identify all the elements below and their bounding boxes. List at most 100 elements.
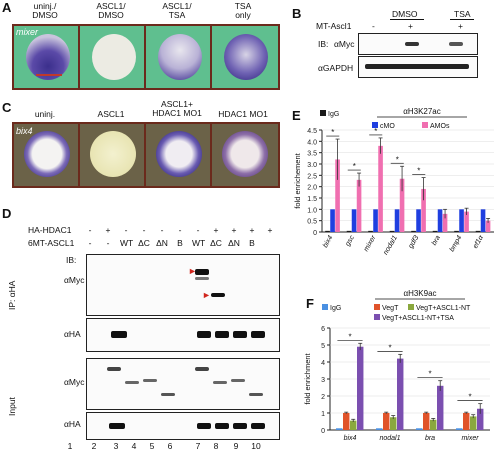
panel-a-gene-label: mixer bbox=[16, 27, 38, 37]
panel-d-row2-sign: ΔC bbox=[138, 238, 150, 248]
panel-f-chart: 0 1 2 3 4 5 6 * bix4 * nodal1 * bra * mixer fold enrich… bbox=[303, 289, 490, 442]
bar bbox=[350, 420, 357, 430]
panel-d-row1-sign: + bbox=[213, 225, 219, 235]
y-tick-label: 1 bbox=[321, 411, 325, 418]
bar bbox=[416, 209, 421, 232]
bar bbox=[464, 211, 469, 232]
y-tick-label: 0.5 bbox=[307, 219, 317, 226]
panel-d-lane-number: 4 bbox=[131, 441, 137, 451]
panel-d-ip-label: IP: αHA bbox=[7, 280, 17, 310]
category-label: nodal1 bbox=[382, 234, 399, 256]
panel-d-row2-sign: WT bbox=[120, 238, 134, 248]
significance-star: * bbox=[396, 155, 399, 164]
panel-c-embryo-strip bbox=[12, 122, 280, 188]
panel-d-row1-sign: - bbox=[88, 225, 92, 235]
legend-label: IgG bbox=[330, 305, 341, 312]
bar bbox=[454, 230, 459, 232]
panel-d-row2-sign: ΔN bbox=[228, 238, 240, 248]
panel-b-sign: + bbox=[458, 21, 463, 31]
bar bbox=[336, 428, 343, 430]
category-label: mixer bbox=[461, 435, 479, 442]
significance-star: * bbox=[348, 332, 351, 341]
category-label: ef1α bbox=[472, 234, 485, 250]
embryo-ascl1 bbox=[90, 131, 136, 177]
panel-e-chart: 0 0.5 1.0 1.5 2.0 2.5 3.0 3.5 4.0 4.5 * bix4 * gsc * mi… bbox=[293, 107, 494, 256]
bar bbox=[442, 213, 448, 232]
embryo-hdac1-mo1 bbox=[222, 131, 268, 177]
y-tick-label: 3.5 bbox=[307, 151, 317, 158]
panel-a-condition: uninj./ DMSO bbox=[32, 1, 58, 20]
bar bbox=[397, 358, 404, 430]
legend-label: IgG bbox=[328, 111, 339, 118]
panel-b-row-label: MT-Ascl1 bbox=[316, 21, 352, 31]
category-label: bmp4 bbox=[449, 234, 464, 253]
bar bbox=[346, 230, 352, 232]
bar bbox=[437, 209, 443, 232]
legend-label: VegT+ASCL1-NT+TSA bbox=[382, 315, 454, 322]
y-tick-label: 4.5 bbox=[307, 128, 317, 135]
bar bbox=[325, 230, 330, 232]
y-tick-label: 2.0 bbox=[307, 185, 317, 192]
panel-d-row1-sign: + bbox=[231, 225, 237, 235]
significance-star: * bbox=[331, 128, 334, 137]
bar bbox=[416, 428, 423, 430]
panel-d-lane-number: 3 bbox=[113, 441, 119, 451]
embryo-tsa-only bbox=[224, 34, 268, 80]
panel-d-lane-number: 5 bbox=[149, 441, 155, 451]
bar bbox=[459, 209, 464, 232]
bar bbox=[411, 230, 416, 232]
significance-star: * bbox=[353, 162, 356, 171]
panel-c-condition: ASCL1+ HDAC1 MO1 bbox=[152, 99, 202, 118]
legend-label: cMO bbox=[380, 123, 395, 130]
panel-d-ip-ha-blot bbox=[86, 318, 280, 352]
significance-star: * bbox=[374, 127, 377, 136]
y-axis-label: fold enrichement bbox=[293, 152, 302, 208]
bar bbox=[356, 179, 362, 232]
panel-d-row1-sign: - bbox=[196, 225, 200, 235]
bar bbox=[389, 230, 395, 232]
y-tick-label: 0 bbox=[313, 230, 317, 237]
panel-b-blot-myc bbox=[358, 33, 478, 55]
panel-c-condition: ASCL1 bbox=[97, 109, 125, 119]
y-tick-label: 2 bbox=[321, 394, 325, 401]
panel-d-lane-number: 1 bbox=[67, 441, 73, 451]
panel-label-a: A bbox=[2, 0, 12, 15]
category-label: gsc bbox=[344, 234, 356, 247]
panel-label-c: C bbox=[2, 100, 12, 115]
embryo-ascl1-dmso bbox=[92, 34, 136, 80]
panel-a-condition: TSA only bbox=[234, 1, 252, 20]
panel-d-lane-number: 2 bbox=[91, 441, 97, 451]
panel-d-input-antibody-myc: αMyc bbox=[64, 377, 85, 387]
red-arrow-icon: ► bbox=[188, 266, 197, 276]
scale-bar bbox=[36, 74, 62, 76]
bar bbox=[470, 416, 477, 430]
bar bbox=[463, 413, 470, 430]
panel-d-input-antibody-ha: αHA bbox=[64, 419, 81, 429]
panel-d-row1-sign: + bbox=[105, 225, 111, 235]
category-label: gdf3 bbox=[408, 234, 421, 249]
panel-d-row1-sign: - bbox=[124, 225, 128, 235]
y-tick-label: 6 bbox=[321, 326, 325, 333]
panel-d-lane-number: 8 bbox=[213, 441, 219, 451]
panel-d-ip-antibody-ha: αHA bbox=[64, 329, 81, 339]
panel-a-embryo-strip bbox=[12, 24, 280, 90]
y-tick-label: 4.0 bbox=[307, 139, 317, 146]
panel-c-gene-label: bix4 bbox=[16, 126, 33, 136]
bar bbox=[373, 209, 378, 232]
panel-b-ib-label: IB: bbox=[318, 39, 329, 49]
panel-d-row1-sign: - bbox=[178, 225, 182, 235]
panel-b-header-tsa: TSA bbox=[454, 9, 471, 19]
bar bbox=[477, 408, 484, 430]
panel-d-row2-sign: ΔN bbox=[156, 238, 168, 248]
legend-swatch bbox=[408, 304, 414, 310]
bar bbox=[335, 159, 340, 232]
significance-star: * bbox=[428, 370, 431, 379]
category-label: bix4 bbox=[344, 435, 357, 442]
legend-swatch bbox=[320, 110, 326, 116]
bar bbox=[475, 230, 481, 232]
category-label: bra bbox=[431, 234, 442, 246]
significance-star: * bbox=[417, 167, 420, 176]
panel-d-ip-myc-blot bbox=[86, 254, 280, 316]
embryo-uninj-dmso bbox=[26, 34, 70, 80]
bar bbox=[437, 385, 444, 430]
